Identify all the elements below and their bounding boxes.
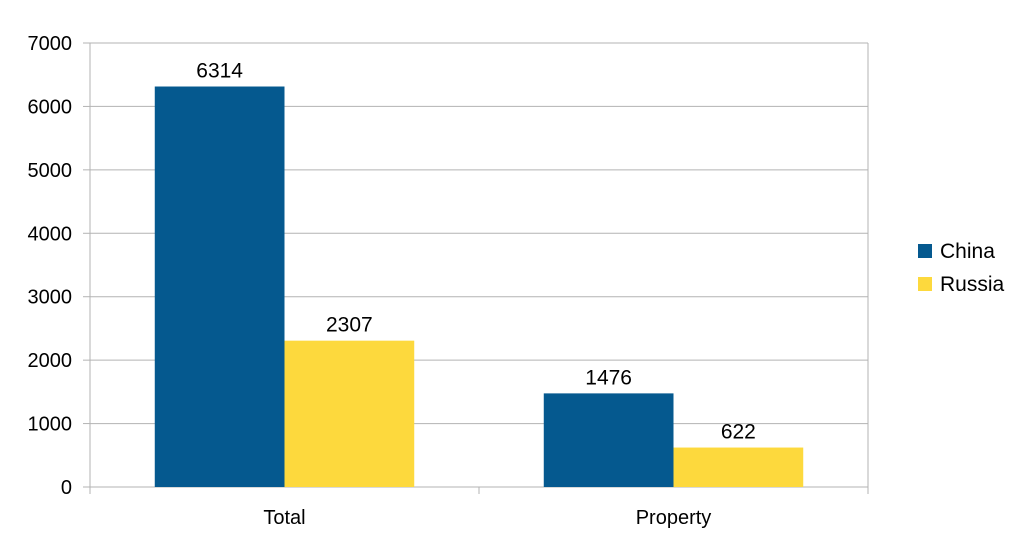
x-category-label: Total (263, 507, 305, 529)
axes: 0 1000 2000 3000 4000 5000 6000 7000 Total Proper… (28, 33, 869, 529)
y-tick-label: 6000 (28, 96, 73, 118)
y-tick-label: 2000 (28, 350, 73, 372)
data-label: 622 (721, 421, 756, 444)
data-labels: 6314 2307 1476 622 (196, 60, 756, 444)
bars (154, 86, 804, 488)
legend-label-china: China (940, 240, 995, 263)
y-tick-label: 7000 (28, 33, 73, 55)
bar-china-total (154, 86, 285, 488)
legend: China Russia (918, 240, 1005, 296)
bar-china-property (543, 393, 674, 487)
data-label: 6314 (196, 60, 243, 83)
y-tick-label: 1000 (28, 414, 73, 436)
x-category-label: Property (636, 507, 712, 529)
y-tick-label: 0 (61, 477, 72, 499)
bar-russia-property (673, 447, 804, 487)
legend-swatch-china (918, 244, 932, 258)
y-tick-label: 4000 (28, 223, 73, 245)
y-tick-label: 3000 (28, 287, 73, 309)
y-tick-label: 5000 (28, 160, 73, 182)
legend-swatch-russia (918, 277, 932, 291)
bar-russia-total (284, 340, 415, 487)
data-label: 1476 (585, 366, 632, 389)
legend-label-russia: Russia (940, 273, 1005, 296)
data-label: 2307 (326, 314, 373, 337)
